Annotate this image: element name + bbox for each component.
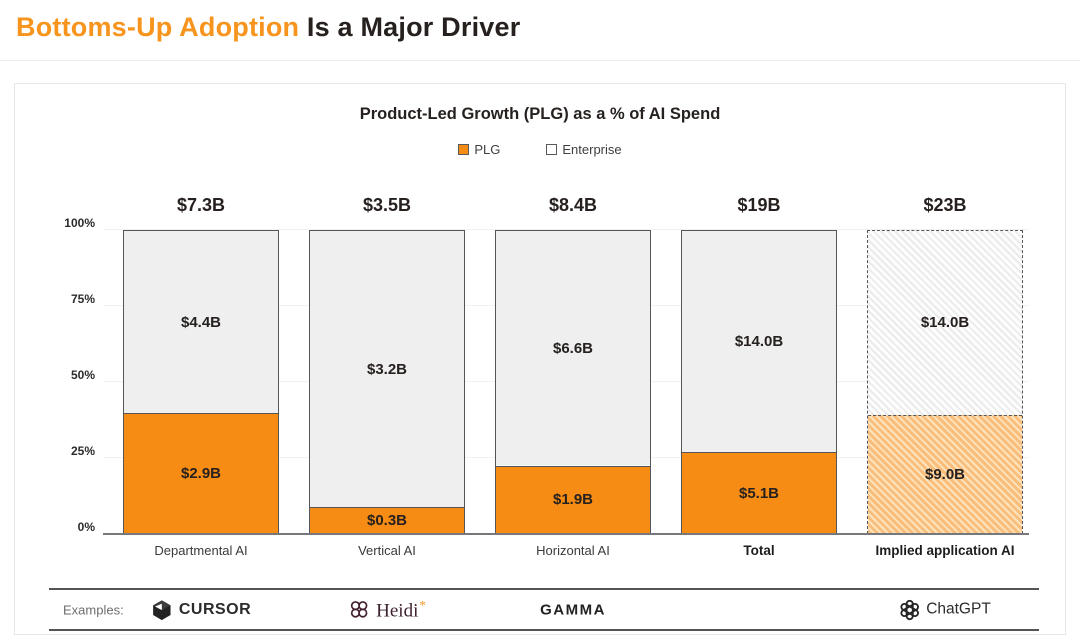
enterprise-swatch-icon — [546, 144, 558, 155]
category-label: Vertical AI — [358, 543, 416, 558]
legend-item-plg: PLG — [458, 142, 500, 157]
heidi-wordmark: Heidi* — [376, 596, 426, 622]
enterprise-segment: $6.6B — [496, 231, 650, 466]
plg-value-label: $2.9B — [180, 465, 222, 483]
gridline-100 — [103, 229, 1029, 230]
bars-container: $7.3B $4.4B $2.9B Departmental AI $3.5B $3.2B… — [123, 195, 1023, 558]
chatgpt-logo: ChatGPT — [899, 599, 991, 620]
stacked-bar: $14.0B $5.1B — [681, 230, 837, 534]
bar-total-label: $23B — [923, 195, 967, 215]
plg-value-label: $5.1B — [738, 484, 780, 502]
examples-strip: Examples: CURSOR H — [49, 588, 1039, 631]
enterprise-segment: $4.4B — [124, 231, 278, 414]
enterprise-segment: $3.2B — [310, 231, 464, 508]
legend-label-enterprise: Enterprise — [562, 142, 622, 157]
category-label: Departmental AI — [154, 543, 248, 558]
gamma-logo: GAMMA — [540, 601, 606, 618]
cursor-wordmark: CURSOR — [178, 600, 252, 618]
chatgpt-wordmark: ChatGPT — [926, 600, 991, 618]
y-axis-tick-75: 75% — [70, 292, 95, 306]
gamma-wordmark: GAMMA — [540, 601, 606, 618]
cursor-logo: CURSOR — [151, 599, 251, 621]
y-axis-tick-100: 100% — [64, 216, 95, 230]
y-axis-tick-25: 25% — [70, 444, 95, 458]
bar-column-3: $8.4B $6.6B $1.9B Horizontal AI — [495, 195, 651, 558]
plg-value-label: $1.9B — [552, 491, 594, 509]
bar-total-label: $3.5B — [362, 195, 412, 215]
examples-label: Examples: — [63, 602, 124, 617]
enterprise-value-label: $3.2B — [366, 360, 408, 378]
heidi-asterisk: * — [419, 596, 426, 612]
enterprise-segment: $14.0B — [682, 231, 836, 453]
openai-icon — [900, 599, 919, 620]
header-divider — [0, 60, 1080, 61]
bar-total-label: $19B — [737, 195, 781, 215]
bar-column-1: $7.3B $4.4B $2.9B Departmental AI — [123, 195, 279, 558]
stacked-bar: $14.0B $9.0B — [867, 230, 1023, 534]
stacked-bar: $3.2B $0.3B — [309, 230, 465, 534]
plg-value-label: $9.0B — [924, 465, 966, 483]
bar-total-label: $8.4B — [548, 195, 598, 215]
category-label: Implied application AI — [875, 543, 1015, 558]
x-axis-line — [103, 533, 1029, 535]
chart-card: Product-Led Growth (PLG) as a % of AI Sp… — [14, 83, 1066, 635]
enterprise-segment: $14.0B — [868, 231, 1022, 415]
plg-value-label: $0.3B — [366, 512, 408, 530]
category-label: Total — [743, 543, 775, 558]
enterprise-value-label: $6.6B — [552, 339, 594, 357]
plg-segment: $9.0B — [868, 414, 1022, 533]
plg-swatch-icon — [458, 144, 470, 155]
page-title-accent: Bottoms-Up Adoption — [16, 12, 300, 42]
legend-item-enterprise: Enterprise — [546, 142, 622, 157]
plg-segment: $0.3B — [310, 507, 464, 533]
category-label: Horizontal AI — [536, 543, 610, 558]
bar-column-5: $23B $14.0B $9.0B Implied application AI — [867, 195, 1023, 558]
stacked-bar: $4.4B $2.9B — [123, 230, 279, 534]
y-axis-tick-50: 50% — [70, 368, 95, 382]
chart-title: Product-Led Growth (PLG) as a % of AI Sp… — [359, 105, 721, 123]
plg-segment: $5.1B — [682, 452, 836, 533]
legend: PLG Enterprise — [15, 142, 1065, 157]
bar-total-label: $7.3B — [176, 195, 226, 215]
page-title: Bottoms-Up Adoption Is a Major Driver — [16, 12, 520, 43]
enterprise-value-label: $14.0B — [920, 314, 970, 332]
enterprise-value-label: $4.4B — [180, 313, 222, 331]
bar-column-4: $19B $14.0B $5.1B Total — [681, 195, 837, 558]
plot-area: 0% 25% 50% 75% 100% $7.3B $4.4B $2.9B Departmen… — [15, 195, 1065, 558]
y-axis-tick-0: 0% — [77, 520, 95, 534]
heidi-knot-icon — [350, 601, 368, 618]
enterprise-value-label: $14.0B — [734, 333, 784, 351]
legend-label-plg: PLG — [474, 142, 501, 157]
page-title-rest: Is a Major Driver — [299, 12, 521, 42]
plg-segment: $1.9B — [496, 465, 650, 533]
stacked-bar: $6.6B $1.9B — [495, 230, 651, 534]
heidi-logo: Heidi* — [348, 597, 426, 622]
plg-segment: $2.9B — [124, 413, 278, 533]
bar-column-2: $3.5B $3.2B $0.3B Vertical AI — [309, 195, 465, 558]
cursor-cube-icon — [153, 599, 171, 620]
